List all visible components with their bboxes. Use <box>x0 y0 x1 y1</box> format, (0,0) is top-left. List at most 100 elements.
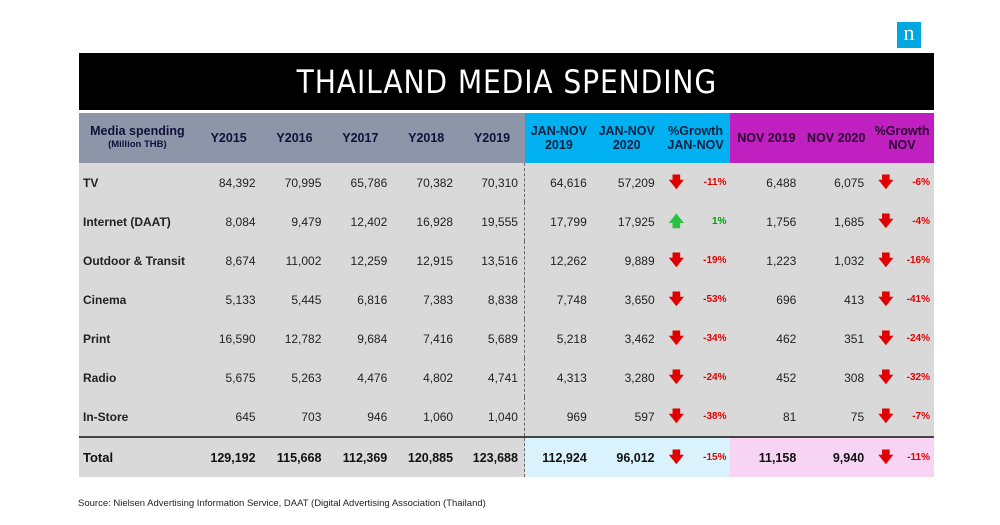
cell-growth-jan-nov: 🡇 -19% <box>660 241 731 280</box>
header-nov-2020: NOV 2020 <box>802 113 871 163</box>
header-y2019: Y2019 <box>459 113 525 163</box>
cell-y2016: 12,782 <box>261 319 328 358</box>
cell-jn2019: 4,313 <box>524 358 593 397</box>
cell-growth-jan-nov: 🡇 -24% <box>660 358 731 397</box>
cell-growth-jan-nov: 🡇 -11% <box>660 163 731 202</box>
header-jn20-line1: JAN-NOV <box>598 124 655 138</box>
cell-jn2020: 3,650 <box>592 280 661 319</box>
growth-value: -34% <box>703 333 727 344</box>
total-jn2019: 112,924 <box>524 438 593 477</box>
row-label: Cinema <box>79 280 196 319</box>
page-title: THAILAND MEDIA SPENDING <box>296 62 717 101</box>
cell-y2019: 5,689 <box>459 319 525 358</box>
cell-y2019: 13,516 <box>459 241 525 280</box>
total-y2018: 120,885 <box>393 438 460 477</box>
header-gnov-line1: %Growth <box>874 124 930 138</box>
header-y2017: Y2017 <box>327 113 394 163</box>
growth-value: -41% <box>906 294 930 305</box>
down-arrow-icon: 🡇 <box>668 173 685 191</box>
total-y2016: 115,668 <box>261 438 328 477</box>
down-arrow-icon: 🡇 <box>878 448 894 466</box>
down-arrow-icon: 🡇 <box>668 407 685 425</box>
header-jn20-line2: 2020 <box>612 138 641 152</box>
table-row: Internet (DAAT) 8,084 9,479 12,402 16,928 19,… <box>79 202 934 241</box>
cell-y2016: 11,002 <box>261 241 328 280</box>
cell-y2019: 70,310 <box>459 163 525 202</box>
cell-nov2019: 81 <box>730 397 803 436</box>
row-label: In-Store <box>79 397 196 436</box>
growth-value: 1% <box>712 216 727 227</box>
cell-y2018: 1,060 <box>393 397 460 436</box>
cell-jn2020: 57,209 <box>592 163 661 202</box>
growth-value: -53% <box>703 294 727 305</box>
cell-growth-jan-nov: 🡇 -53% <box>660 280 731 319</box>
cell-nov2019: 452 <box>730 358 803 397</box>
cell-nov2020: 1,032 <box>802 241 871 280</box>
total-nov2020: 9,940 <box>802 438 871 477</box>
down-arrow-icon: 🡇 <box>668 448 685 466</box>
growth-value: -38% <box>703 411 727 422</box>
cell-y2016: 5,263 <box>261 358 328 397</box>
cell-y2018: 7,383 <box>393 280 460 319</box>
table-body: TV 84,392 70,995 65,786 70,382 70,310 64,616 57… <box>79 163 934 436</box>
cell-y2018: 12,915 <box>393 241 460 280</box>
cell-y2015: 8,084 <box>195 202 262 241</box>
cell-y2015: 5,133 <box>195 280 262 319</box>
growth-value: -4% <box>912 216 930 227</box>
cell-growth-jan-nov: 🡇 -34% <box>660 319 731 358</box>
cell-y2017: 4,476 <box>327 358 394 397</box>
cell-jn2019: 5,218 <box>524 319 593 358</box>
down-arrow-icon: 🡇 <box>668 251 685 269</box>
header-media-line1: Media spending <box>90 124 185 138</box>
cell-growth-nov: 🡇 -24% <box>870 319 934 358</box>
down-arrow-icon: 🡇 <box>878 212 894 230</box>
header-nov-2019: NOV 2019 <box>730 113 803 163</box>
total-y2017: 112,369 <box>327 438 394 477</box>
cell-growth-nov: 🡇 -7% <box>870 397 934 436</box>
cell-jn2019: 12,262 <box>524 241 593 280</box>
cell-y2018: 4,802 <box>393 358 460 397</box>
down-arrow-icon: 🡇 <box>878 251 894 269</box>
cell-growth-nov: 🡇 -32% <box>870 358 934 397</box>
cell-nov2020: 413 <box>802 280 871 319</box>
table-header-row: Media spending (Million THB) Y2015 Y2016… <box>79 113 934 163</box>
header-y2018: Y2018 <box>393 113 460 163</box>
growth-value: -32% <box>906 372 930 383</box>
cell-y2015: 8,674 <box>195 241 262 280</box>
title-bar: THAILAND MEDIA SPENDING <box>79 53 934 110</box>
down-arrow-icon: 🡇 <box>878 329 894 347</box>
row-label: TV <box>79 163 196 202</box>
header-media-spending: Media spending (Million THB) <box>79 113 196 163</box>
table-row: Radio 5,675 5,263 4,476 4,802 4,741 4,313 3,280… <box>79 358 934 397</box>
cell-jn2020: 597 <box>592 397 661 436</box>
cell-y2019: 1,040 <box>459 397 525 436</box>
header-jan-nov-2020: JAN-NOV 2020 <box>592 113 661 163</box>
down-arrow-icon: 🡇 <box>668 368 685 386</box>
cell-y2017: 946 <box>327 397 394 436</box>
down-arrow-icon: 🡇 <box>878 290 894 308</box>
total-g1: -15% <box>703 452 727 463</box>
cell-y2017: 9,684 <box>327 319 394 358</box>
down-arrow-icon: 🡇 <box>878 173 894 191</box>
header-gjn-line2: JAN-NOV <box>667 138 724 152</box>
total-row: Total 129,192 115,668 112,369 120,885 12… <box>79 436 934 477</box>
down-arrow-icon: 🡇 <box>668 290 685 308</box>
cell-growth-jan-nov: 🡇 -38% <box>660 397 731 436</box>
cell-nov2019: 696 <box>730 280 803 319</box>
cell-growth-nov: 🡇 -4% <box>870 202 934 241</box>
cell-nov2020: 6,075 <box>802 163 871 202</box>
header-media-line2: (Million THB) <box>108 139 167 150</box>
cell-y2016: 70,995 <box>261 163 328 202</box>
total-growth-jan-nov: 🡇 -15% <box>660 438 731 477</box>
header-gjn-line1: %Growth <box>668 124 723 138</box>
cell-jn2020: 3,280 <box>592 358 661 397</box>
cell-nov2019: 462 <box>730 319 803 358</box>
table-row: Cinema 5,133 5,445 6,816 7,383 8,838 7,748 3,65… <box>79 280 934 319</box>
cell-y2015: 645 <box>195 397 262 436</box>
row-label: Outdoor & Transit <box>79 241 196 280</box>
cell-y2016: 703 <box>261 397 328 436</box>
header-growth-nov: %Growth NOV <box>870 113 934 163</box>
total-growth-nov: 🡇 -11% <box>870 438 934 477</box>
row-label: Print <box>79 319 196 358</box>
cell-jn2020: 3,462 <box>592 319 661 358</box>
